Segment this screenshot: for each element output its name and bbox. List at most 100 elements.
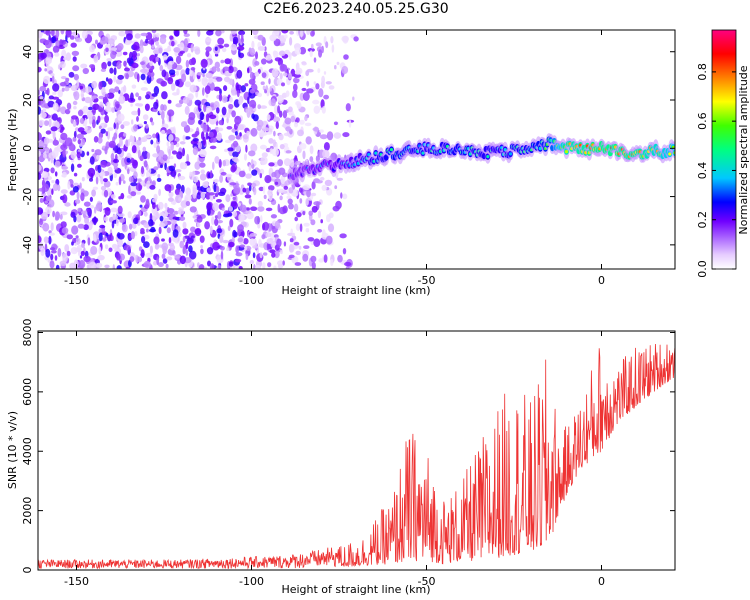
spectrogram-cell xyxy=(249,88,256,94)
spectrogram-cell xyxy=(245,253,249,261)
spectrogram-cell xyxy=(278,133,284,141)
spectrogram-cell xyxy=(110,47,118,51)
spectrogram-cell xyxy=(228,241,235,248)
spectrogram-cell xyxy=(209,114,217,120)
spectrogram-cell xyxy=(271,68,279,77)
spectrogram-cell xyxy=(238,170,246,178)
spectrogram-cell xyxy=(103,178,108,183)
spectrogram-cell xyxy=(206,30,214,36)
spectrogram-cell xyxy=(148,219,154,227)
colorbar-tick-label: 0.6 xyxy=(696,112,709,130)
spectrogram-cell xyxy=(118,30,126,37)
x-tick-label: -50 xyxy=(418,575,436,588)
spectrogram-cell xyxy=(91,217,99,223)
spectrogram-cell xyxy=(125,266,131,269)
spectrogram-cell xyxy=(265,131,273,135)
spectrogram-cell xyxy=(99,224,106,229)
spectrogram-cell xyxy=(100,128,106,134)
spectrogram-cell xyxy=(123,60,127,67)
spectrogram-cell xyxy=(268,192,273,201)
spectrogram-cell xyxy=(83,255,91,263)
spectrogram-cell xyxy=(222,66,230,72)
spectrogram-cell xyxy=(153,166,159,171)
y-tick-label: 4000 xyxy=(21,437,34,465)
spectrogram-cell xyxy=(98,246,102,255)
spectrogram-cell xyxy=(169,156,174,160)
spectrogram-cell xyxy=(311,205,318,213)
spectrogram-cell xyxy=(335,200,342,210)
spectrogram-cell xyxy=(133,217,139,225)
spectrogram-cell xyxy=(238,30,246,36)
spectrogram-cell xyxy=(104,244,109,250)
spectrogram-cell xyxy=(247,96,250,105)
spectrogram-cell xyxy=(123,244,131,251)
spectrogram-cell xyxy=(130,92,134,102)
spectrogram-cell xyxy=(145,123,149,129)
spectrogram-cell xyxy=(200,191,206,199)
spectrogram-cell xyxy=(140,68,148,73)
spectrogram-cell xyxy=(322,149,330,159)
spectrogram-cell xyxy=(107,38,115,45)
spectrogram-cell xyxy=(60,221,67,228)
spectrogram-cell xyxy=(148,71,151,78)
spectrogram-cell xyxy=(113,67,117,76)
spectrogram-cell xyxy=(38,150,41,157)
spectrogram-cell xyxy=(160,104,165,111)
spectrogram-cell xyxy=(91,189,96,197)
spectrogram-cell xyxy=(203,114,207,124)
spectrogram-cell xyxy=(293,83,298,92)
spectrogram-cell xyxy=(262,85,266,91)
spectrogram-cell xyxy=(283,64,288,73)
spectrogram-cell xyxy=(184,136,191,140)
spectrogram-cell xyxy=(88,106,93,111)
spectrogram-cell xyxy=(95,39,98,45)
spectrogram-cell xyxy=(311,192,317,197)
spectrogram-cell xyxy=(96,262,103,268)
spectrogram-cell xyxy=(49,77,53,82)
spectrogram-cell xyxy=(194,161,201,170)
spectrogram-cell xyxy=(196,215,203,223)
spectrogram-cell xyxy=(128,233,132,240)
spectrogram-cell xyxy=(306,80,310,87)
spectrogram-cell xyxy=(76,151,81,159)
spectrogram-cell xyxy=(192,175,199,183)
spectrogram-cell xyxy=(209,145,217,150)
spectrogram-cell xyxy=(168,134,174,143)
spectrogram-cell xyxy=(281,30,289,34)
spectrogram-cell xyxy=(143,211,148,217)
spectrogram-cell xyxy=(302,184,311,191)
spectrogram-cell xyxy=(259,144,267,150)
spectrogram-cell xyxy=(312,127,320,132)
spectrogram-cell xyxy=(247,106,254,115)
spectrogram-cell xyxy=(74,127,79,132)
spectrogram-cell xyxy=(111,107,115,113)
spectrogram-cell xyxy=(128,176,134,183)
spectrogram-cell xyxy=(122,51,128,56)
spectrogram-y-ticks: -40 -20 0 20 40 xyxy=(21,45,675,254)
spectrogram-cell xyxy=(48,95,55,100)
spectrogram-cell xyxy=(224,139,232,144)
spectrogram-cell xyxy=(72,136,77,142)
spectrogram-cell xyxy=(344,261,352,267)
spectrogram-cell xyxy=(136,53,140,57)
spectrogram-cell xyxy=(175,79,180,87)
y-tick-label: 2000 xyxy=(21,497,34,525)
spectrogram-cell xyxy=(200,245,204,249)
spectrogram-cell xyxy=(251,169,258,176)
spectrogram-cell xyxy=(89,99,93,108)
spectrogram-cell xyxy=(245,108,250,114)
spectrogram-cell xyxy=(66,102,72,110)
spectrogram-cell xyxy=(273,265,277,269)
spectrogram-cell xyxy=(327,223,335,233)
spectrogram-cell xyxy=(218,119,224,126)
spectrogram-cell xyxy=(117,43,124,51)
spectrogram-cell xyxy=(185,187,191,196)
spectrogram-cell xyxy=(68,71,75,78)
y-tick-label: 0 xyxy=(21,145,34,152)
spectrogram-cell xyxy=(116,122,119,130)
spectrogram-cell xyxy=(40,110,44,114)
spectrogram-cell xyxy=(156,256,160,266)
spectrogram-cell xyxy=(108,88,116,94)
spectrogram-cell xyxy=(129,135,133,141)
spectrogram-cell xyxy=(171,222,175,232)
